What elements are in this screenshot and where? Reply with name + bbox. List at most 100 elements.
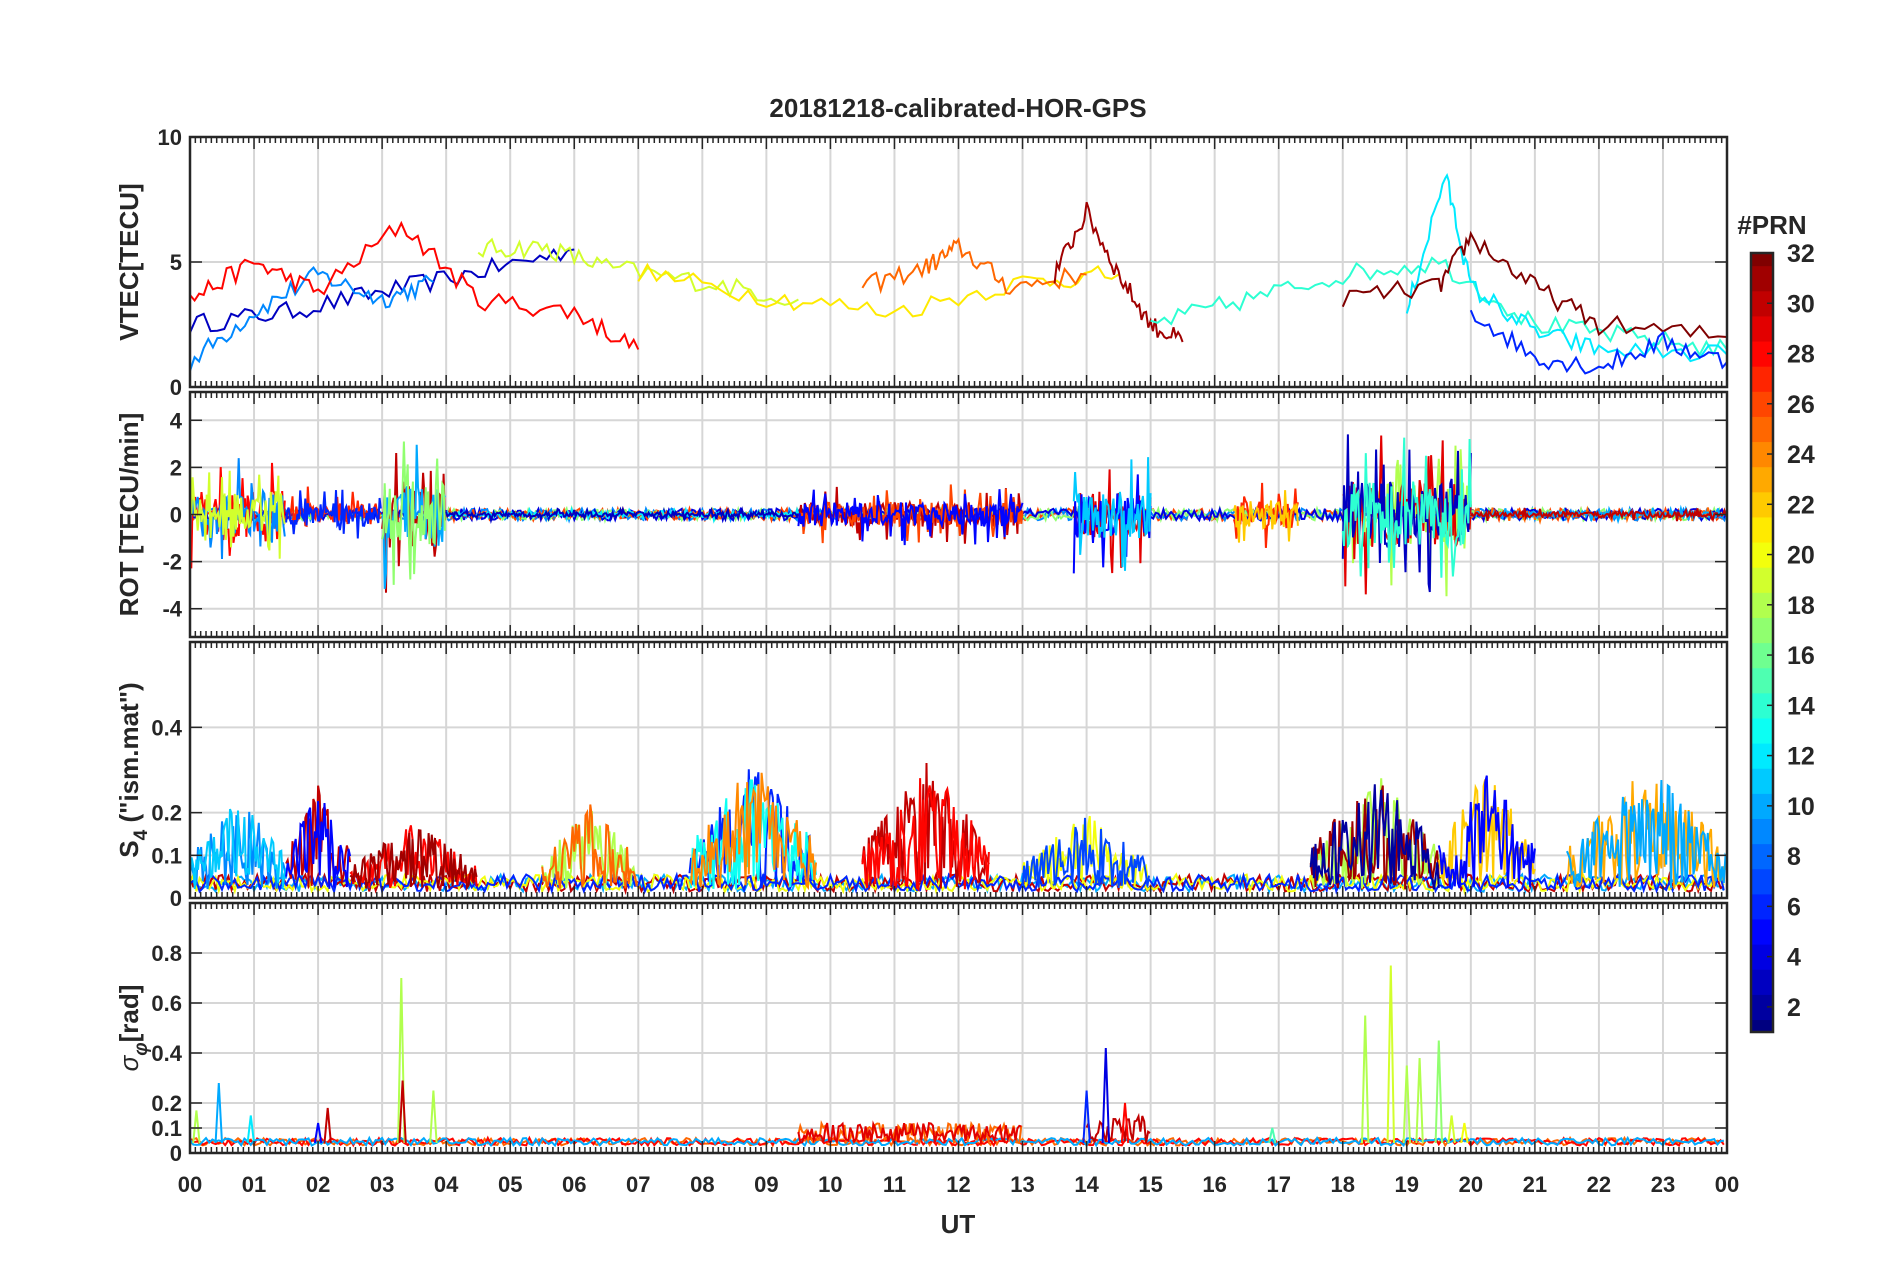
sigma-spike-18 [1460, 1122, 1469, 1144]
s4-activity-3-prn-25 [541, 804, 638, 890]
colorbar-tick-label: 26 [1787, 391, 1815, 419]
x-tick-label: 09 [754, 1172, 778, 1197]
rot-activity-1-prn-6 [285, 489, 382, 539]
sigma-spike-15 [1415, 1057, 1424, 1144]
vtec-series-prn-14 [1150, 256, 1727, 357]
colorbar-swatch [1751, 768, 1773, 794]
x-ticks [190, 903, 1727, 1154]
rot-activity-7-prn-14 [1341, 437, 1472, 578]
sigma-hump-0-prn-29 [797, 1120, 1022, 1146]
y-axis-label-rot: ROT [TECU/min] [114, 413, 144, 617]
y-tick-label: 0 [170, 1141, 182, 1166]
vtec-series-prn-6 [1469, 309, 1727, 375]
colorbar-swatch [1751, 994, 1773, 1021]
vtec-series-prn-32 [1341, 230, 1727, 339]
sigma-spike-10 [1120, 1102, 1130, 1144]
vtec-series-prn-9 [190, 266, 434, 372]
colorbar-tick-label: 6 [1787, 893, 1801, 921]
colorbar-frame [1749, 251, 1775, 1034]
colorbar-swatch [1751, 265, 1773, 292]
colorbar-tick-label: 30 [1787, 290, 1815, 318]
colorbar-swatch [1751, 717, 1773, 744]
s4-activity-0-prn-11 [190, 808, 288, 890]
colorbar-swatch [1751, 416, 1773, 443]
colorbar-swatch [1751, 366, 1773, 392]
colorbar-swatch [1751, 918, 1773, 945]
x-tick-label: 00 [1715, 1172, 1739, 1197]
colorbar-tick-label: 14 [1787, 692, 1815, 720]
x-tick-label: 05 [498, 1172, 522, 1197]
s4-activity-6-prn-7 [1021, 817, 1150, 889]
colorbar-swatch [1751, 667, 1773, 694]
colorbar-tick-label: 20 [1787, 542, 1815, 570]
x-tick-label: 13 [1010, 1172, 1034, 1197]
colorbar-swatch [1751, 793, 1773, 820]
colorbar-tick-label: 18 [1787, 592, 1815, 620]
x-ticks [190, 642, 1727, 899]
colorbar-swatch [1751, 642, 1773, 669]
rot-activity-6-prn-22 [1232, 490, 1299, 543]
s4-activity-3-prn-18 [541, 811, 638, 890]
x-tick-label: 00 [178, 1172, 202, 1197]
y-axis-label-s4: S4 ("ism.mat") [114, 682, 152, 857]
y-axis-label-sigma_phi: σφ[rad] [114, 985, 152, 1072]
sigma-spike-6 [398, 1080, 407, 1144]
y-tick-label: 0.4 [151, 1041, 182, 1066]
x-tick-label: 17 [1266, 1172, 1290, 1197]
x-tick-label: 21 [1523, 1172, 1547, 1197]
x-tick-label: 04 [434, 1172, 459, 1197]
x-tick-label: 20 [1459, 1172, 1483, 1197]
colorbar-swatch [1751, 567, 1773, 593]
vtec-series-prn-31 [1053, 201, 1184, 343]
colorbar-swatch [1751, 491, 1773, 518]
colorbar-swatch [1751, 315, 1773, 342]
s4-activity-5-prn-28 [861, 778, 990, 892]
rot-activity-4-prn-5 [797, 489, 1024, 546]
x-tick-label: 19 [1395, 1172, 1419, 1197]
colorbar-tick-label: 12 [1787, 743, 1815, 771]
vtec-series-prn-28 [190, 220, 640, 350]
y-tick-label: 0.4 [151, 715, 182, 740]
s4-activity-8-prn-5 [1437, 775, 1536, 889]
y-tick-label: 10 [158, 125, 182, 150]
rot-activity-3-prn-3 [445, 506, 800, 524]
rot-activity-0-prn-19 [190, 462, 286, 559]
rot-activity-2-prn-17 [381, 441, 446, 585]
colorbar-swatch [1751, 617, 1773, 644]
vtec-series-prn-19 [477, 237, 799, 306]
panel-vtec: 0 5 10 VTEC[TECU] [114, 125, 1729, 400]
s4-activity-8-prn-22 [1437, 779, 1536, 884]
s4-activity-4-prn-24 [688, 772, 817, 891]
y-axis-label-vtec: VTEC[TECU] [114, 183, 144, 340]
y-tick-label: 0 [170, 503, 182, 528]
x-ticks [190, 392, 1727, 637]
chart-title: 20181218-calibrated-HOR-GPS [769, 93, 1146, 123]
y-tick-label: 0.2 [151, 801, 182, 826]
panel-s4: 0 0.1 0.2 0.4S4 ("ism.mat") [114, 640, 1729, 911]
y-tick-label: 0.6 [151, 991, 182, 1016]
sigma-spike-12 [1361, 1015, 1370, 1144]
x-tick-label: 03 [370, 1172, 394, 1197]
x-tick-label: 22 [1587, 1172, 1611, 1197]
y-tick-label: 5 [170, 250, 182, 275]
s4-activity-1-prn-5 [285, 801, 352, 889]
x-tick-label: 06 [562, 1172, 586, 1197]
colorbar-tick-label: 32 [1787, 240, 1815, 268]
x-tick-label: 15 [1138, 1172, 1162, 1197]
sigma-spike-0 [192, 1110, 201, 1144]
y-tick-label: 4 [170, 408, 183, 433]
colorbar-tick-label: 10 [1787, 793, 1815, 821]
vtec-series-prn-25 [861, 236, 1087, 295]
colorbar-tick-label: 4 [1787, 944, 1801, 972]
colorbar-label: #PRN [1737, 210, 1806, 240]
panel-sigma_phi: 00.10.2 0.4 0.6 0.8 σφ[rad] [114, 901, 1729, 1166]
s4-activity-2-prn-31 [349, 829, 478, 891]
y-tick-label: 0 [170, 375, 182, 400]
colorbar-swatch [1751, 592, 1773, 618]
colorbar-swatch [1751, 541, 1773, 568]
colorbar-swatch [1751, 290, 1773, 317]
colorbar-swatch [1751, 441, 1773, 468]
x-tick-labels: 00 01 02 03 04 05 06 07 08 09 10 11 12 13 14 15 16 17 18 19… [178, 1172, 1739, 1197]
rot-activity-6-prn-27 [1232, 482, 1299, 548]
